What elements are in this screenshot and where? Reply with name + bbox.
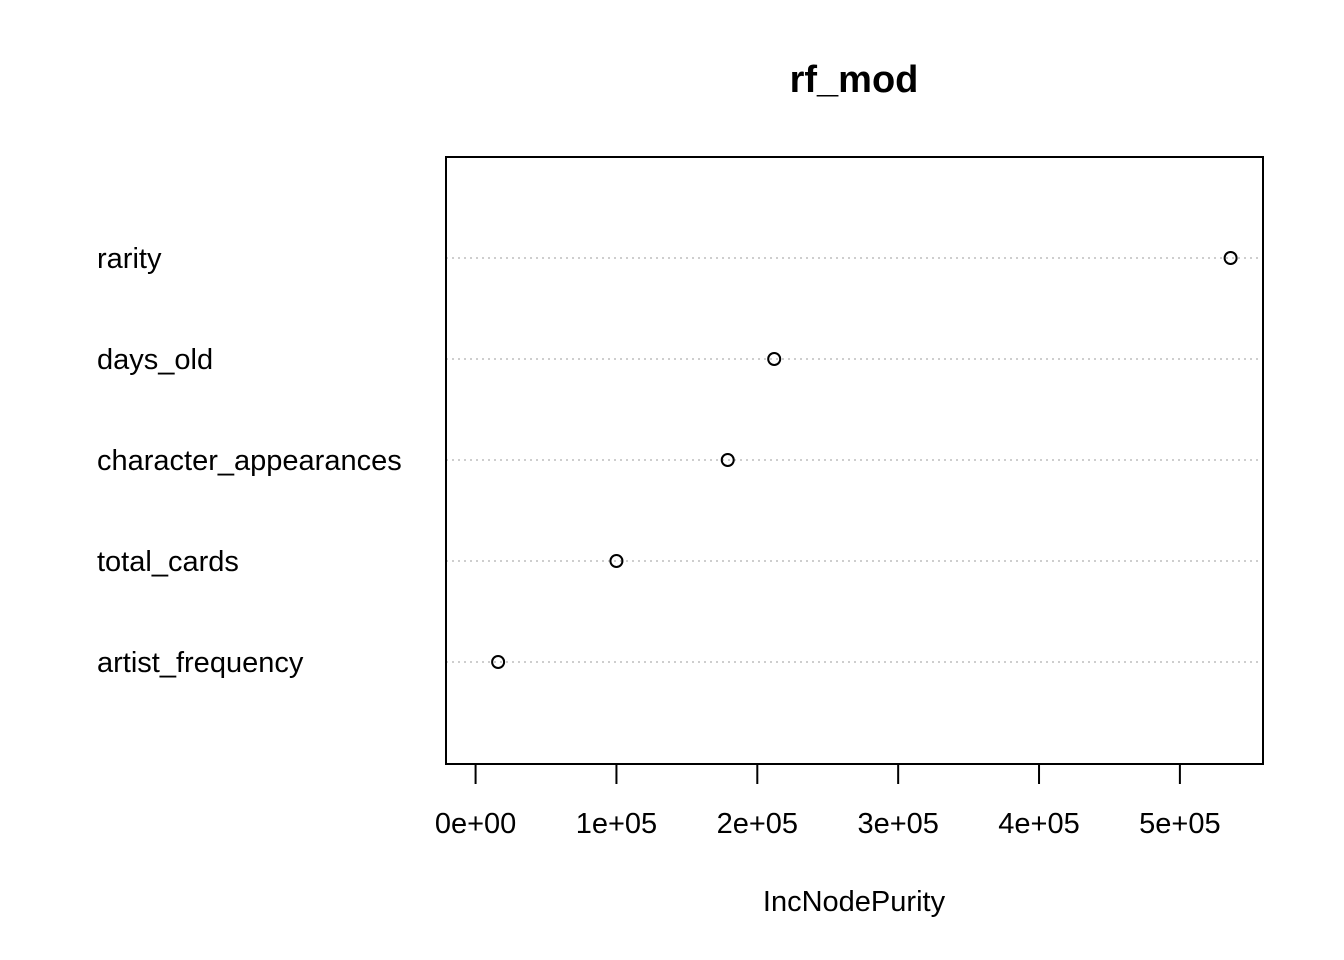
x-tick-label: 4e+05 [998,808,1079,840]
data-point [767,352,782,366]
data-point [491,655,506,669]
guide-lines [446,257,1263,663]
x-tick-label: 1e+05 [576,808,657,840]
plot-frame [445,156,1264,765]
data-point [720,453,735,467]
x-tick-label: 3e+05 [857,808,938,840]
data-point [1223,251,1238,265]
x-tick-label: 0e+00 [435,808,516,840]
x-axis-label: IncNodePurity [763,886,946,918]
x-axis: 0e+00 1e+05 2e+05 3e+05 4e+05 5e+05 [435,763,1221,840]
category-labels: rarity days_old character_appearancestotal… [97,243,402,679]
category-label: artist_frequency [97,647,304,679]
x-tick-label: 2e+05 [717,808,798,840]
category-label: total_cards [97,546,239,578]
category-label: character_appearances [97,445,402,477]
chart-title: rf_mod [790,59,919,101]
category-label: rarity [97,243,162,275]
category-label: days_old [97,344,213,376]
data-point [609,554,624,568]
data-points [491,251,1238,669]
x-tick-label: 5e+05 [1139,808,1220,840]
